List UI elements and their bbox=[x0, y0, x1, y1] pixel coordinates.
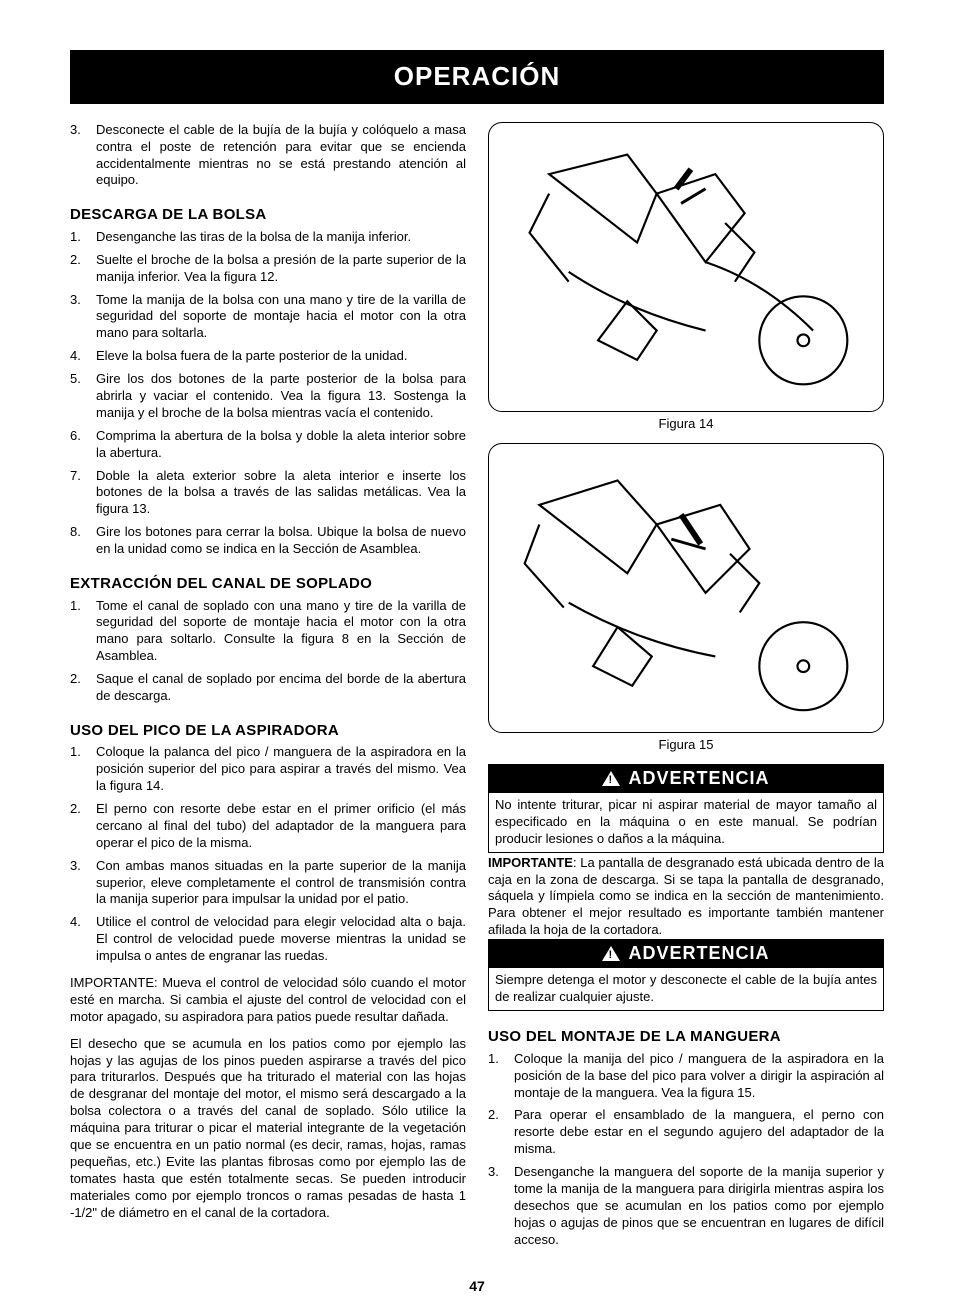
list-item: 7.Doble la aleta exterior sobre la aleta… bbox=[70, 468, 466, 519]
warning-triangle-icon bbox=[602, 946, 620, 961]
item-number: 1. bbox=[488, 1051, 514, 1102]
list-item: 3.Desenganche la manguera del soporte de… bbox=[488, 1164, 884, 1248]
item-number: 2. bbox=[70, 801, 96, 852]
warning-1-body: No intente triturar, picar ni aspirar ma… bbox=[488, 793, 884, 853]
list-item: 3.Con ambas manos situadas en la parte s… bbox=[70, 858, 466, 909]
list-item: 2.Suelte el broche de la bolsa a presión… bbox=[70, 252, 466, 286]
item-number: 1. bbox=[70, 229, 96, 246]
item-text: Doble la aleta exterior sobre la aleta i… bbox=[96, 468, 466, 519]
item-text: Gire los dos botones de la parte posteri… bbox=[96, 371, 466, 422]
item-number: 2. bbox=[488, 1107, 514, 1158]
item-text: Coloque la manija del pico / manguera de… bbox=[514, 1051, 884, 1102]
list-item: 3.Tome la manija de la bolsa con una man… bbox=[70, 292, 466, 343]
item-text: Coloque la palanca del pico / manguera d… bbox=[96, 744, 466, 795]
list-item: 8.Gire los botones para cerrar la bolsa.… bbox=[70, 524, 466, 558]
list-item: 6.Comprima la abertura de la bolsa y dob… bbox=[70, 428, 466, 462]
extraccion-list: 1.Tome el canal de soplado con una mano … bbox=[70, 598, 466, 705]
item-number: 1. bbox=[70, 744, 96, 795]
item-text: Desconecte el cable de la bujía de la bu… bbox=[96, 122, 466, 190]
list-item: 1.Tome el canal de soplado con una mano … bbox=[70, 598, 466, 666]
item-text: Gire los botones para cerrar la bolsa. U… bbox=[96, 524, 466, 558]
figure-15-caption: Figura 15 bbox=[488, 737, 884, 754]
item-text: Eleve la bolsa fuera de la parte posteri… bbox=[96, 348, 466, 365]
item-number: 7. bbox=[70, 468, 96, 519]
right-column: Figura 14 Figura 15 ADVE bbox=[488, 122, 884, 1255]
figure-14-illustration bbox=[501, 135, 871, 399]
descarga-list: 1.Desenganche las tiras de la bolsa de l… bbox=[70, 229, 466, 558]
item-text: Con ambas manos situadas en la parte sup… bbox=[96, 858, 466, 909]
item-number: 3. bbox=[488, 1164, 514, 1248]
item-number: 5. bbox=[70, 371, 96, 422]
list-item: 4.Utilice el control de velocidad para e… bbox=[70, 914, 466, 965]
item-number: 6. bbox=[70, 428, 96, 462]
figure-15-illustration bbox=[501, 456, 871, 720]
left-column: 3. Desconecte el cable de la bujía de la… bbox=[70, 122, 466, 1255]
item-number: 8. bbox=[70, 524, 96, 558]
item-number: 4. bbox=[70, 914, 96, 965]
item-text: Tome el canal de soplado con una mano y … bbox=[96, 598, 466, 666]
debris-paragraph: El desecho que se acumula en los patios … bbox=[70, 1036, 466, 1222]
uso-montaje-list: 1.Coloque la manija del pico / manguera … bbox=[488, 1051, 884, 1249]
item-text: Para operar el ensamblado de la manguera… bbox=[514, 1107, 884, 1158]
page-number: 47 bbox=[70, 1277, 884, 1295]
item-text: Suelte el broche de la bolsa a presión d… bbox=[96, 252, 466, 286]
list-item: 2.Para operar el ensamblado de la mangue… bbox=[488, 1107, 884, 1158]
heading-descarga: DESCARGA DE LA BOLSA bbox=[70, 205, 466, 225]
importante-paragraph: IMPORTANTE: Mueva el control de velocida… bbox=[70, 975, 466, 1026]
item-number: 2. bbox=[70, 252, 96, 286]
uso-pico-list: 1.Coloque la palanca del pico / manguera… bbox=[70, 744, 466, 965]
item-number: 2. bbox=[70, 671, 96, 705]
item-text: Desenganche las tiras de la bolsa de la … bbox=[96, 229, 466, 246]
figure-14-box bbox=[488, 122, 884, 412]
list-item: 1.Coloque la manija del pico / manguera … bbox=[488, 1051, 884, 1102]
list-item: 2.Saque el canal de soplado por encima d… bbox=[70, 671, 466, 705]
heading-uso-pico: USO DEL PICO DE LA ASPIRADORA bbox=[70, 721, 466, 741]
item-text: El perno con resorte debe estar en el pr… bbox=[96, 801, 466, 852]
item-text: Saque el canal de soplado por encima del… bbox=[96, 671, 466, 705]
heading-extraccion: EXTRACCIÓN DEL CANAL DE SOPLADO bbox=[70, 574, 466, 594]
item-text: Tome la manija de la bolsa con una mano … bbox=[96, 292, 466, 343]
heading-uso-montaje: USO DEL MONTAJE DE LA MANGUERA bbox=[488, 1027, 884, 1047]
figure-14-caption: Figura 14 bbox=[488, 416, 884, 433]
page-title-bar: OPERACIÓN bbox=[70, 50, 884, 104]
list-item: 3. Desconecte el cable de la bujía de la… bbox=[70, 122, 466, 190]
item-number: 3. bbox=[70, 858, 96, 909]
figure-15-box bbox=[488, 443, 884, 733]
item-text: Utilice el control de velocidad para ele… bbox=[96, 914, 466, 965]
list-item: 1.Desenganche las tiras de la bolsa de l… bbox=[70, 229, 466, 246]
list-item: 1.Coloque la palanca del pico / manguera… bbox=[70, 744, 466, 795]
item-number: 3. bbox=[70, 122, 96, 190]
item-number: 1. bbox=[70, 598, 96, 666]
item-text: Comprima la abertura de la bolsa y doble… bbox=[96, 428, 466, 462]
item-text: Desenganche la manguera del soporte de l… bbox=[514, 1164, 884, 1248]
warning-2-body: Siempre detenga el motor y desconecte el… bbox=[488, 968, 884, 1011]
item-number: 3. bbox=[70, 292, 96, 343]
warning-1-header: ADVERTENCIA bbox=[488, 764, 884, 793]
warning-2-header: ADVERTENCIA bbox=[488, 939, 884, 968]
importante-label: IMPORTANTE bbox=[488, 855, 573, 870]
warning-triangle-icon bbox=[602, 771, 620, 786]
list-item: 5.Gire los dos botones de la parte poste… bbox=[70, 371, 466, 422]
importante-note: IMPORTANTE: La pantalla de desgranado es… bbox=[488, 855, 884, 939]
list-item: 4.Eleve la bolsa fuera de la parte poste… bbox=[70, 348, 466, 365]
warning-label: ADVERTENCIA bbox=[628, 942, 769, 965]
item-number: 4. bbox=[70, 348, 96, 365]
list-item: 2.El perno con resorte debe estar en el … bbox=[70, 801, 466, 852]
page-title: OPERACIÓN bbox=[394, 61, 560, 91]
intro-list: 3. Desconecte el cable de la bujía de la… bbox=[70, 122, 466, 190]
content-columns: 3. Desconecte el cable de la bujía de la… bbox=[70, 122, 884, 1255]
warning-label: ADVERTENCIA bbox=[628, 767, 769, 790]
